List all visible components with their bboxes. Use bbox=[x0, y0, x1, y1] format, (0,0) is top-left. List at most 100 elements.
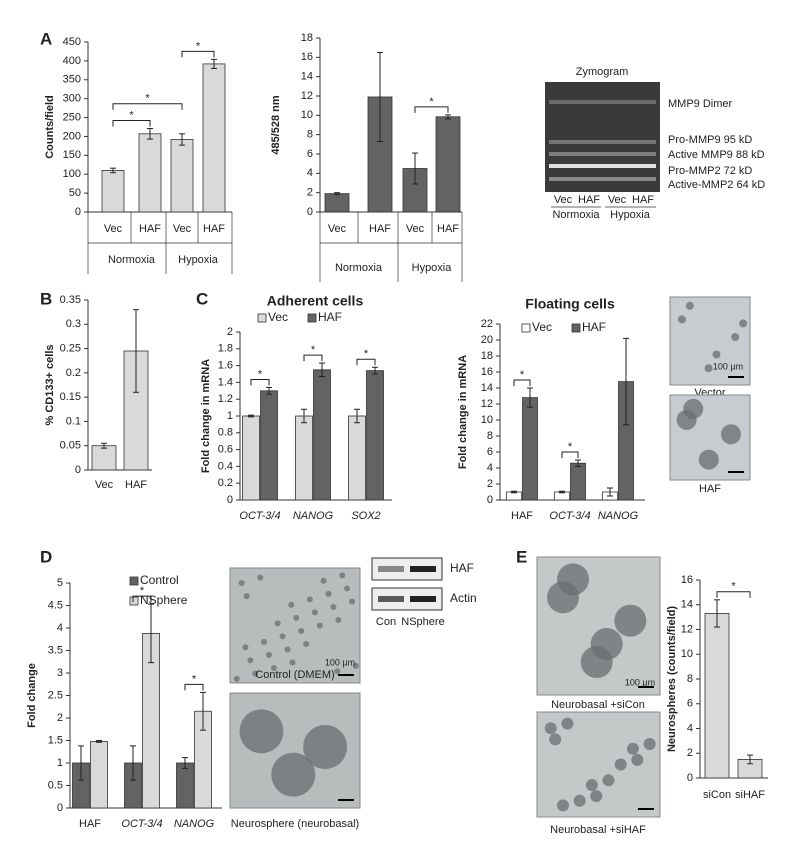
y-axis-label: Fold change in mRNA bbox=[457, 355, 469, 469]
y-tick-label: 1.6 bbox=[218, 360, 233, 372]
error-bar bbox=[78, 745, 84, 781]
y-tick-label: 2 bbox=[687, 747, 693, 759]
cell bbox=[739, 319, 748, 328]
y-axis-label: % CD133+ cells bbox=[44, 344, 56, 425]
error-bar bbox=[623, 337, 629, 426]
y-tick-label: 0 bbox=[57, 802, 63, 814]
error-bar bbox=[179, 133, 185, 146]
legend-label: Control bbox=[140, 573, 179, 587]
band-label: Active MMP9 88 kD bbox=[668, 149, 765, 161]
error-bar bbox=[575, 459, 581, 467]
y-tick-label: 1.4 bbox=[218, 376, 233, 388]
cell bbox=[573, 794, 586, 807]
y-tick-label: 4 bbox=[687, 722, 693, 734]
significance-star: * bbox=[364, 348, 369, 360]
y-tick-label: 18 bbox=[481, 350, 493, 362]
cell bbox=[349, 598, 356, 605]
significance-star: * bbox=[429, 96, 434, 108]
y-tick-label: 14 bbox=[681, 599, 693, 611]
significance-bracket bbox=[356, 358, 376, 366]
error-bar bbox=[445, 114, 451, 120]
y-tick-label: 18 bbox=[301, 32, 313, 44]
cell bbox=[316, 622, 323, 629]
significance-bracket bbox=[181, 50, 215, 58]
y-tick-label: 2 bbox=[227, 326, 233, 338]
error-bar bbox=[334, 192, 340, 196]
gel-band bbox=[549, 164, 656, 168]
zymogram-gel bbox=[545, 82, 660, 192]
error-bar bbox=[747, 754, 753, 765]
cell bbox=[335, 617, 342, 624]
cell bbox=[257, 574, 264, 581]
x-tick-label: Vec bbox=[406, 223, 425, 235]
cell bbox=[274, 620, 281, 627]
y-tick-label: 0.15 bbox=[60, 391, 81, 403]
y-axis-label: Counts/field bbox=[44, 95, 56, 159]
significance-star: * bbox=[129, 109, 134, 121]
cell bbox=[698, 449, 719, 470]
legend-swatch bbox=[307, 313, 317, 323]
cell bbox=[293, 614, 300, 621]
scale-label: 100 µm bbox=[325, 657, 355, 667]
y-tick-label: 10 bbox=[681, 648, 693, 660]
bar bbox=[90, 741, 108, 809]
x-tick-label: HAF bbox=[437, 223, 459, 235]
cell bbox=[284, 646, 291, 653]
significance-star: * bbox=[192, 673, 197, 685]
error-bar bbox=[182, 757, 188, 769]
bar bbox=[138, 133, 162, 213]
lane-label: Vec bbox=[608, 194, 627, 206]
cell bbox=[585, 778, 598, 791]
bar bbox=[91, 445, 117, 471]
lane-group-label: Hypoxia bbox=[610, 209, 651, 221]
error-bar bbox=[110, 167, 116, 174]
image-caption: Neurobasal +siHAF bbox=[550, 824, 646, 836]
significance-bracket bbox=[303, 354, 323, 362]
y-tick-label: 0.25 bbox=[60, 342, 81, 354]
y-tick-label: 4 bbox=[307, 167, 313, 179]
cell bbox=[631, 753, 644, 766]
group-label: Normoxia bbox=[335, 262, 383, 274]
blot-lane-label: NSphere bbox=[401, 616, 444, 628]
significance-star: * bbox=[568, 441, 573, 453]
bar bbox=[366, 370, 384, 501]
y-tick-label: 5 bbox=[57, 577, 63, 589]
error-bar bbox=[714, 599, 720, 628]
cell bbox=[731, 333, 740, 341]
y-tick-label: 1.8 bbox=[218, 343, 233, 355]
cell bbox=[561, 717, 574, 730]
x-tick-label: Vec bbox=[95, 479, 114, 491]
y-tick-label: 4.5 bbox=[48, 599, 63, 611]
x-tick-label: NANOG bbox=[174, 818, 215, 830]
y-tick-label: 4 bbox=[57, 622, 63, 634]
y-axis-label: Fold change bbox=[26, 663, 38, 728]
band-label: Pro-MMP9 95 kD bbox=[668, 134, 752, 146]
error-bar bbox=[133, 309, 139, 393]
chart-title: Adherent cells bbox=[267, 293, 364, 309]
bar bbox=[570, 462, 586, 501]
x-tick-label: Vec bbox=[328, 223, 347, 235]
y-tick-label: 12 bbox=[681, 623, 693, 635]
legend-swatch bbox=[129, 576, 139, 586]
error-bar bbox=[354, 408, 360, 424]
y-tick-label: 1 bbox=[227, 410, 233, 422]
x-tick-label: OCT-3/4 bbox=[239, 510, 280, 522]
image-caption: Control (DMEM) bbox=[255, 669, 334, 681]
band-label: MMP9 Dimer bbox=[668, 98, 733, 110]
error-bar bbox=[211, 58, 217, 69]
bar bbox=[202, 63, 226, 213]
blot-row-label: Actin bbox=[450, 591, 477, 605]
y-tick-label: 4 bbox=[487, 462, 493, 474]
cell bbox=[557, 563, 590, 596]
cell bbox=[238, 579, 245, 586]
error-bar bbox=[147, 128, 153, 140]
bar bbox=[313, 369, 331, 501]
y-tick-label: 10 bbox=[481, 414, 493, 426]
error-bar bbox=[319, 362, 325, 378]
significance-bracket bbox=[132, 595, 152, 603]
y-tick-label: 350 bbox=[63, 74, 81, 86]
y-tick-label: 20 bbox=[481, 334, 493, 346]
cell bbox=[239, 709, 284, 754]
cell bbox=[303, 641, 310, 648]
y-tick-label: 22 bbox=[481, 318, 493, 330]
